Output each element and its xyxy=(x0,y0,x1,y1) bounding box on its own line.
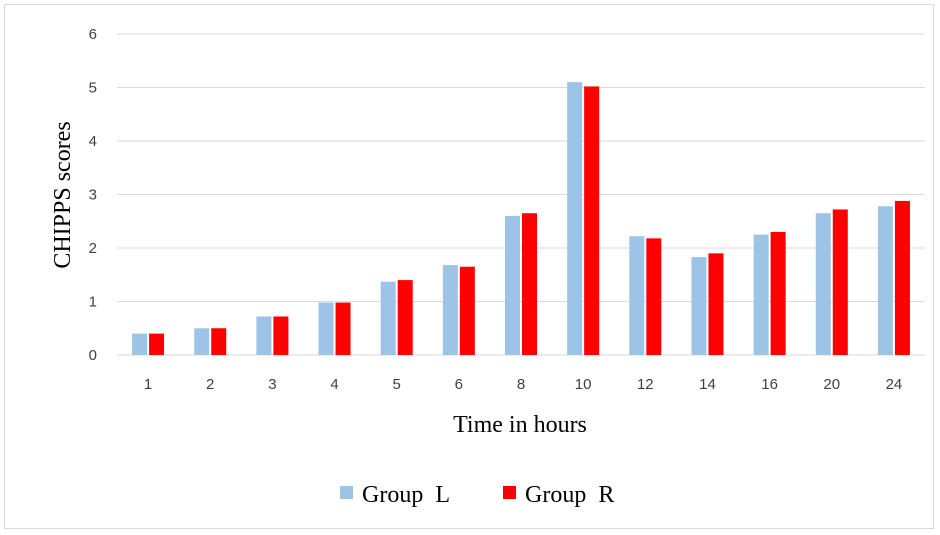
bar-group-r xyxy=(646,238,662,355)
legend-swatch xyxy=(503,486,516,499)
x-tick-label: 16 xyxy=(761,376,778,393)
bar-group-l xyxy=(567,82,583,356)
bar-group-l xyxy=(256,316,272,355)
bar-group-l xyxy=(815,213,831,355)
x-tick-label: 1 xyxy=(144,376,152,393)
bar-group-l xyxy=(877,206,893,355)
bar-group-r xyxy=(832,209,848,355)
y-tick-label: 2 xyxy=(89,240,97,257)
y-tick-label: 4 xyxy=(89,133,97,150)
bar-group-r xyxy=(894,200,910,355)
bar-group-r xyxy=(708,253,724,355)
bar-group-l xyxy=(753,234,769,355)
bar-group-l xyxy=(380,281,396,355)
bar-group-r xyxy=(397,280,413,355)
x-tick-label: 6 xyxy=(455,376,463,393)
y-tick-label: 5 xyxy=(89,80,97,97)
bar-group-r xyxy=(584,86,600,356)
x-tick-label: 20 xyxy=(823,376,840,393)
bar-group-l xyxy=(505,215,520,355)
x-tick-label: 4 xyxy=(330,376,338,393)
y-tick-label: 1 xyxy=(89,294,97,311)
x-tick-label: 12 xyxy=(637,376,654,393)
legend-swatch xyxy=(340,486,353,499)
bar-group-r xyxy=(273,316,289,355)
x-tick-label: 2 xyxy=(206,376,214,393)
bar-group-l xyxy=(691,257,707,355)
bar-group-r xyxy=(770,231,786,355)
gridlines xyxy=(117,33,925,356)
legend: Group L Group R xyxy=(340,482,614,508)
bar-group-l xyxy=(194,328,210,355)
x-tick-label: 5 xyxy=(393,376,401,393)
y-axis-title: CHIPPS scores xyxy=(50,121,76,268)
x-axis-title: Time in hours xyxy=(453,412,587,438)
bar-group-l xyxy=(629,236,645,355)
x-tick-label: 8 xyxy=(517,376,525,393)
bar-group-r xyxy=(459,266,475,355)
legend-label: Group R xyxy=(525,482,614,508)
bar-group-l xyxy=(318,302,334,355)
x-tick-label: 10 xyxy=(575,376,592,393)
y-tick-label: 3 xyxy=(89,187,97,204)
bar-group-l xyxy=(132,333,148,355)
bar-group-r xyxy=(211,328,227,355)
x-tick-label: 24 xyxy=(886,376,903,393)
bar-group-r xyxy=(335,302,351,355)
x-tick-labels: 1 2 3 4 5 6 8 10 12 14 16 20 24 xyxy=(144,376,902,393)
bar-group-r xyxy=(522,213,537,355)
bar-group-r xyxy=(149,333,165,355)
y-tick-label: 0 xyxy=(89,347,97,364)
legend-label: Group L xyxy=(362,482,450,508)
y-tick-label: 6 xyxy=(89,26,97,43)
bars xyxy=(132,82,910,356)
bar-group-l xyxy=(442,265,458,355)
y-tick-labels: 0 1 2 3 4 5 6 xyxy=(89,26,97,364)
x-tick-label: 3 xyxy=(268,376,276,393)
x-tick-label: 14 xyxy=(699,376,716,393)
